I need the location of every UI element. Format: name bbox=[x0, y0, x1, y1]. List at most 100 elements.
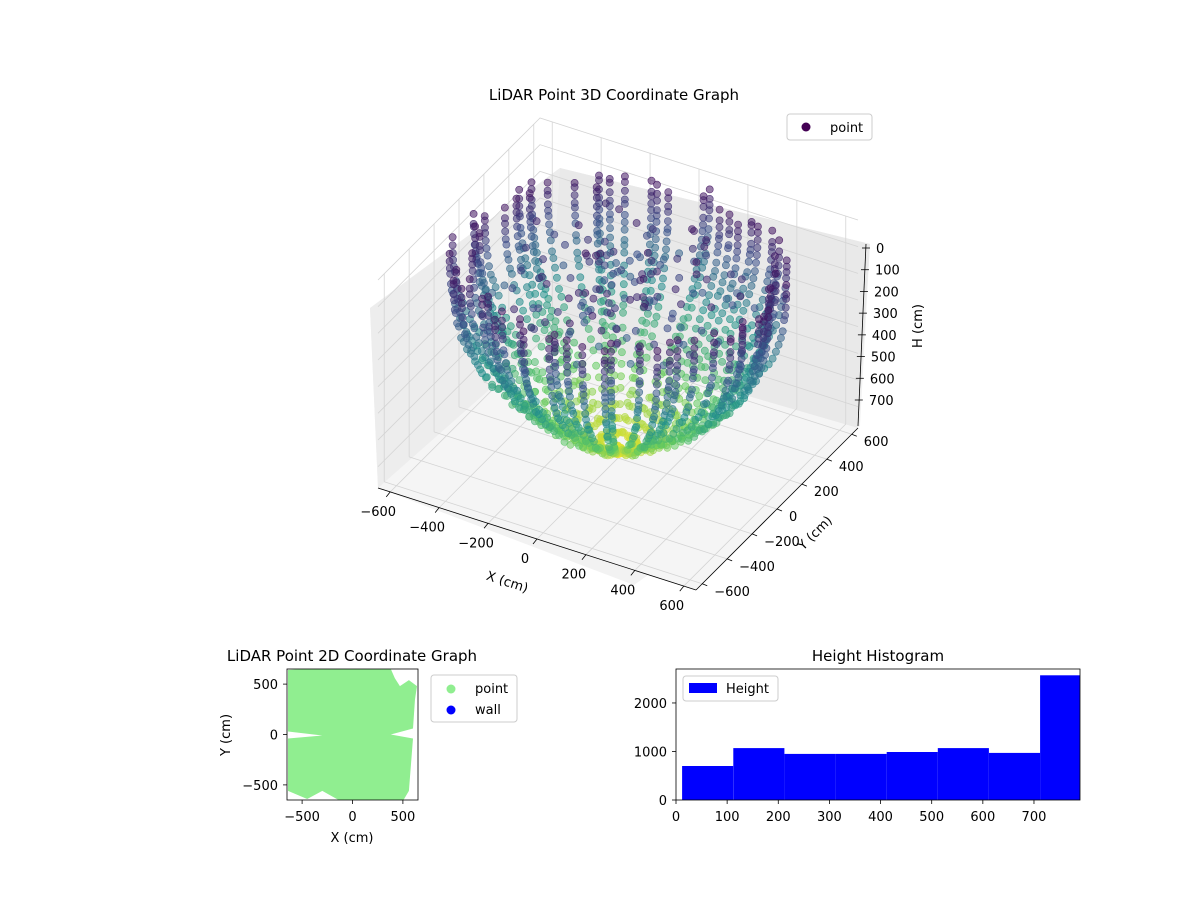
scatter-point bbox=[619, 308, 627, 317]
scatter-point bbox=[632, 422, 641, 431]
scatter-point bbox=[707, 381, 715, 390]
scatter-point bbox=[478, 294, 487, 303]
scatter-point bbox=[750, 304, 759, 312]
scatter-point bbox=[513, 232, 522, 241]
scatter-point bbox=[465, 275, 474, 284]
y-tick bbox=[727, 558, 733, 562]
scatter-point bbox=[457, 284, 466, 293]
scatter-point bbox=[736, 292, 745, 301]
scatter-point bbox=[527, 323, 536, 332]
scatter-point bbox=[501, 219, 509, 228]
scatter-point bbox=[738, 323, 747, 332]
scatter-point bbox=[665, 377, 674, 386]
scatter-point bbox=[525, 412, 533, 421]
chart-3d-ticks: −600−400−2000200400600−600−400−200020040… bbox=[360, 242, 899, 614]
scatter-point bbox=[732, 254, 741, 263]
scatter-point bbox=[656, 260, 664, 269]
x-tick-label: −400 bbox=[409, 521, 445, 536]
scatter-point bbox=[699, 306, 708, 315]
y-tick-label: 0 bbox=[270, 729, 278, 744]
scatter-point bbox=[517, 266, 525, 275]
scatter-point bbox=[468, 260, 477, 269]
x-tick bbox=[385, 491, 391, 498]
scatter-point bbox=[745, 250, 754, 259]
scatter-point bbox=[605, 178, 614, 187]
scatter-point bbox=[753, 236, 762, 244]
scatter-point bbox=[613, 339, 622, 347]
scatter-point bbox=[595, 285, 604, 294]
scatter-point bbox=[690, 344, 699, 353]
scatter-point bbox=[619, 301, 628, 310]
x-tick-label: 200 bbox=[562, 568, 587, 583]
scatter-point bbox=[710, 338, 718, 347]
scatter-point bbox=[753, 251, 761, 259]
scatter-point bbox=[725, 230, 733, 239]
scatter-point bbox=[607, 339, 615, 348]
chart-3d-legend: point bbox=[786, 113, 873, 141]
chart-2d: LiDAR Point 2D Coordinate Graph −500 0 500… bbox=[219, 647, 518, 846]
scatter-point bbox=[733, 241, 742, 250]
scatter-point bbox=[571, 417, 579, 425]
scatter-point bbox=[597, 326, 606, 335]
scatter-point bbox=[449, 280, 458, 289]
scatter-point bbox=[702, 251, 710, 260]
x-tick bbox=[434, 507, 440, 513]
scatter-point bbox=[531, 257, 540, 265]
x-tick bbox=[630, 570, 636, 576]
scatter-point bbox=[705, 291, 713, 300]
legend-label-point: point bbox=[475, 682, 508, 697]
scatter-point bbox=[738, 332, 747, 340]
scatter-point bbox=[654, 303, 663, 311]
hist-bar bbox=[784, 753, 836, 800]
scatter-point bbox=[532, 334, 540, 343]
chart-2d-title: LiDAR Point 2D Coordinate Graph bbox=[227, 647, 477, 665]
scatter-point bbox=[702, 236, 710, 244]
scatter-point bbox=[718, 357, 726, 366]
scatter-point bbox=[532, 217, 541, 226]
scatter-point bbox=[488, 383, 497, 391]
chart-3d-points bbox=[445, 171, 791, 460]
scatter-point bbox=[581, 249, 590, 258]
scatter-point bbox=[690, 365, 698, 374]
scatter-point bbox=[550, 230, 559, 239]
scatter-point bbox=[742, 299, 751, 307]
y-tick bbox=[702, 583, 708, 587]
scatter-point bbox=[553, 273, 561, 282]
scatter-point bbox=[545, 344, 553, 353]
scatter-point bbox=[600, 367, 609, 376]
scatter-point bbox=[618, 348, 626, 357]
scatter-point bbox=[606, 224, 614, 232]
scatter-point bbox=[527, 223, 535, 232]
scatter-point bbox=[523, 315, 531, 323]
scatter-point bbox=[753, 243, 762, 252]
scatter-point bbox=[653, 189, 661, 198]
scatter-point bbox=[666, 348, 674, 357]
scatter-point bbox=[702, 298, 711, 307]
scatter-point bbox=[600, 381, 609, 390]
scatter-point bbox=[500, 281, 509, 290]
scatter-point bbox=[606, 309, 615, 318]
scatter-point bbox=[616, 383, 625, 392]
legend-marker-point bbox=[801, 122, 811, 132]
scatter-point bbox=[663, 324, 672, 333]
scatter-point bbox=[718, 278, 727, 287]
scatter-point bbox=[538, 368, 547, 377]
scatter-point bbox=[772, 347, 780, 356]
x-tick-label: 700 bbox=[1022, 810, 1047, 825]
scatter-point bbox=[498, 376, 507, 385]
legend-label-point: point bbox=[830, 121, 863, 136]
scatter-point bbox=[697, 326, 706, 335]
x-tick-label: −200 bbox=[458, 536, 494, 551]
scatter-point bbox=[700, 346, 709, 355]
h-tick-label: 500 bbox=[871, 351, 896, 366]
scatter-point bbox=[616, 400, 624, 408]
scatter-point bbox=[619, 280, 628, 289]
scatter-point bbox=[719, 394, 728, 403]
x-axis-label: X (cm) bbox=[484, 569, 530, 597]
scatter-point bbox=[550, 330, 559, 339]
scatter-point bbox=[489, 276, 497, 284]
scatter-point bbox=[710, 329, 718, 338]
scatter-point bbox=[574, 255, 582, 263]
scatter-point bbox=[548, 247, 556, 256]
scatter-point bbox=[448, 241, 457, 250]
